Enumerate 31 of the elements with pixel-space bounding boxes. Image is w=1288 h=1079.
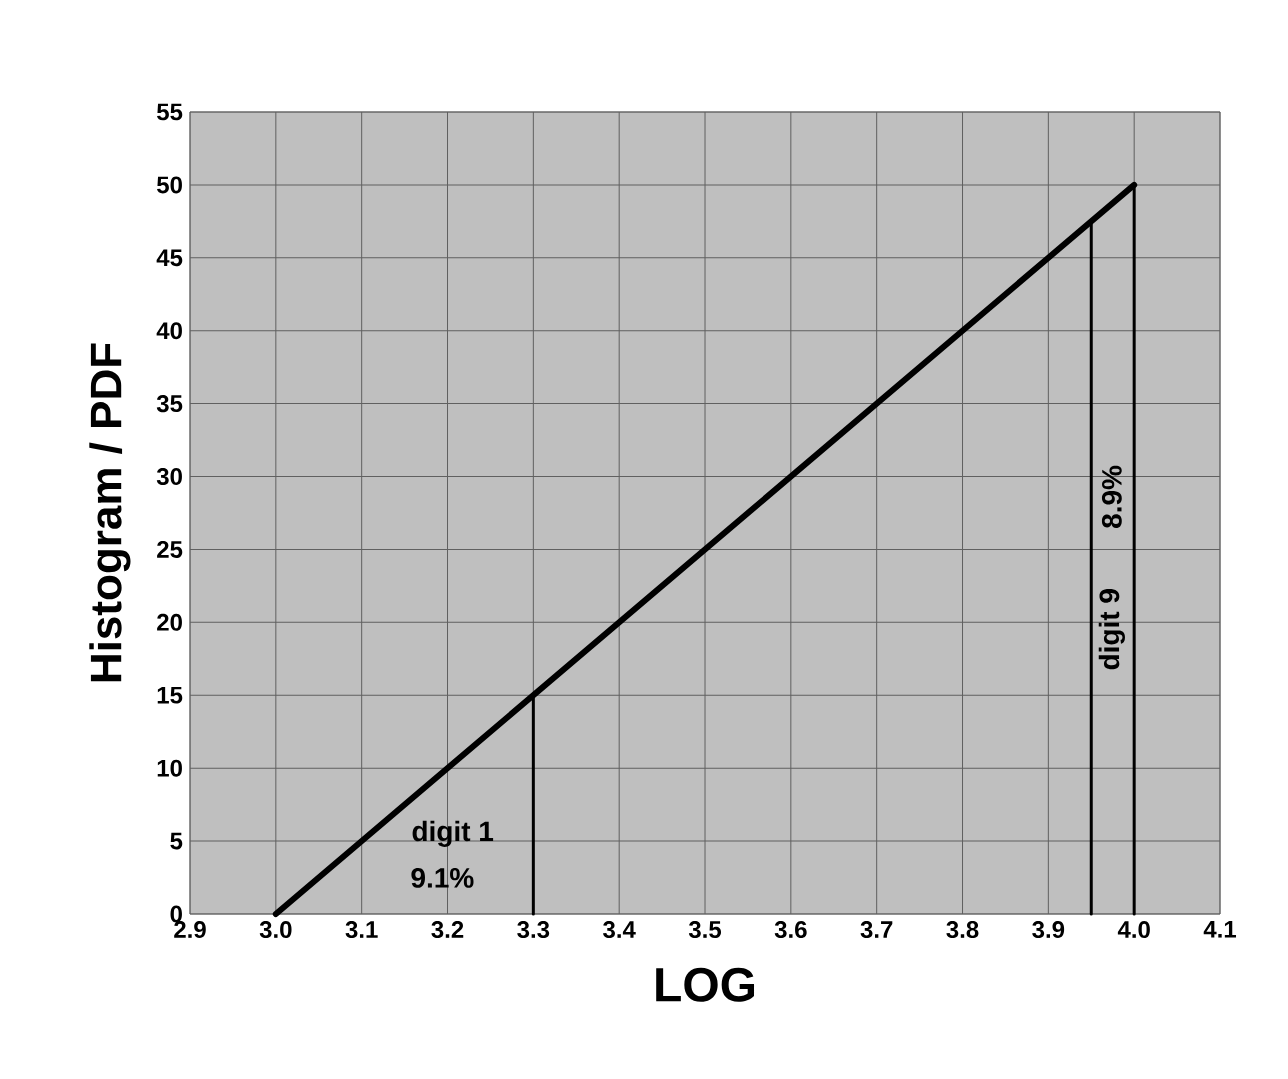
y-tick-label: 0: [170, 905, 182, 923]
x-tick-label: 3.4: [603, 921, 636, 939]
x-tick-label: 4.1: [1203, 921, 1237, 938]
y-tick-label: 20: [157, 613, 182, 631]
y-tick-label: 25: [157, 540, 183, 558]
x-tick-label: 3.5: [688, 921, 722, 939]
y-tick-label: 5: [170, 832, 183, 850]
y-tick-label: 30: [156, 468, 182, 486]
x-axis-title: LOG: [656, 967, 755, 1002]
x-tick-label: 3.8: [946, 921, 979, 939]
y-tick-label: 40: [156, 322, 182, 340]
annotation: 8.9%: [1101, 465, 1122, 528]
x-tick-label: 3.2: [431, 921, 464, 939]
annotation: 9.1%: [411, 867, 474, 888]
y-axis-title: Histogram / PDF: [89, 343, 131, 682]
x-tick-label: 3.1: [345, 921, 378, 939]
x-tick-label: 3.6: [774, 921, 807, 939]
y-tick-label: 15: [157, 686, 183, 704]
y-tick-label: 45: [156, 249, 183, 267]
x-tick-label: 3.7: [860, 921, 893, 939]
x-tick-label: 2.9: [174, 921, 206, 939]
x-tick-label: 4.0: [1117, 921, 1150, 939]
y-tick-label: 10: [157, 759, 182, 777]
y-tick-label: 55: [157, 103, 183, 121]
x-tick-label: 3.9: [1032, 921, 1065, 939]
y-tick-label: 35: [156, 395, 183, 413]
y-tick-label: 50: [157, 176, 182, 194]
annotation: digit 9: [1098, 589, 1125, 670]
annotation: digit 1: [412, 820, 494, 847]
x-tick-label: 3.3: [517, 921, 550, 939]
x-tick-label: 3.0: [259, 921, 292, 939]
